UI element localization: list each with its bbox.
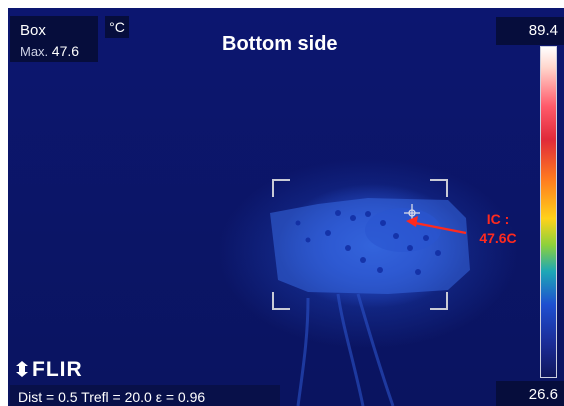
box-max-value: 47.6 xyxy=(51,43,80,59)
ic-hotspot xyxy=(365,208,441,252)
status-bar xyxy=(10,385,280,406)
unit-label: °C xyxy=(105,16,129,38)
measurement-box-panel: Box Max. 47.6 xyxy=(10,16,98,62)
ic-annotation-value: 47.6C xyxy=(479,230,517,246)
temperature-scale-bar xyxy=(540,46,557,378)
ic-annotation: IC : 47.6C xyxy=(476,210,520,248)
camera-parameters: Dist = 0.5 Trefl = 20.0 ε = 0.96 xyxy=(18,389,206,405)
reticle-corner-tl xyxy=(272,179,290,197)
box-max: Max. 47.6 xyxy=(20,43,79,59)
thermal-image-view: Box Max. 47.6 °C Bottom side IC : 47.6C … xyxy=(8,8,564,406)
component-dots xyxy=(295,210,441,275)
image-title: Bottom side xyxy=(222,33,338,55)
thermal-image-content xyxy=(270,198,470,406)
reticle-corner-bl xyxy=(272,292,290,310)
scale-max: 89.4 xyxy=(496,17,564,45)
ic-annotation-label: IC : xyxy=(486,211,510,227)
crosshair-marker xyxy=(404,204,420,221)
scale-min: 26.6 xyxy=(496,381,564,406)
annotation-arrow xyxy=(406,216,467,235)
flir-logo-icon xyxy=(16,361,28,377)
cable-lines xyxy=(296,293,395,406)
reticle-corner-tr xyxy=(430,179,448,197)
reticle-corner-br xyxy=(430,292,448,310)
box-max-label: Max. xyxy=(20,44,49,59)
box-label: Box xyxy=(20,22,46,39)
flir-logo: FLIR xyxy=(32,358,83,381)
